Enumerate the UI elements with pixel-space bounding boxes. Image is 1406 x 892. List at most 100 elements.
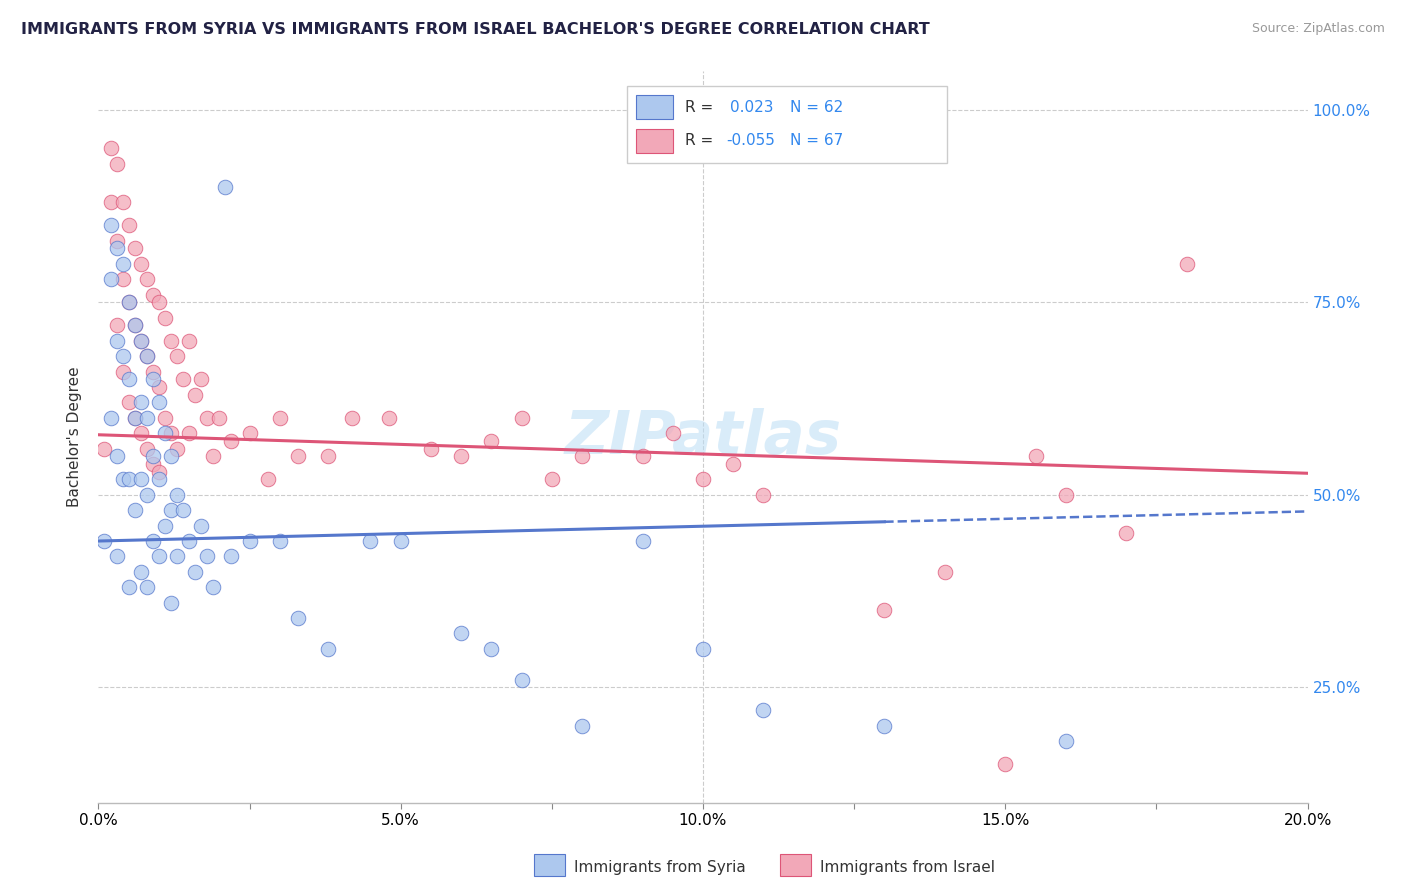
Point — [221, 549, 243, 564]
Point — [360, 534, 382, 549]
Point — [93, 442, 115, 456]
Point — [256, 472, 278, 486]
Point — [105, 157, 128, 171]
Point — [172, 503, 194, 517]
Point — [111, 472, 134, 486]
Point — [190, 518, 212, 533]
Point — [166, 349, 188, 363]
Point — [510, 673, 533, 687]
Point — [135, 349, 157, 363]
Point — [100, 410, 122, 425]
Point — [142, 457, 165, 471]
Point — [135, 580, 157, 594]
Point — [105, 450, 128, 464]
Point — [129, 472, 152, 486]
Point — [752, 703, 775, 717]
Point — [287, 611, 309, 625]
Point — [135, 488, 157, 502]
Point — [105, 242, 128, 256]
Y-axis label: Bachelor's Degree: Bachelor's Degree — [67, 367, 83, 508]
Point — [105, 549, 128, 564]
Text: N = 62: N = 62 — [790, 100, 844, 115]
Text: IMMIGRANTS FROM SYRIA VS IMMIGRANTS FROM ISRAEL BACHELOR'S DEGREE CORRELATION CH: IMMIGRANTS FROM SYRIA VS IMMIGRANTS FROM… — [21, 22, 929, 37]
Point — [166, 488, 188, 502]
Point — [692, 472, 714, 486]
Point — [269, 534, 291, 549]
Point — [166, 549, 188, 564]
Point — [1024, 450, 1046, 464]
Point — [118, 372, 141, 386]
Text: Immigrants from Syria: Immigrants from Syria — [574, 861, 745, 875]
Point — [153, 426, 176, 441]
Point — [190, 372, 212, 386]
Text: ZIPatlas: ZIPatlas — [564, 408, 842, 467]
Point — [129, 257, 152, 271]
Text: N = 67: N = 67 — [790, 133, 844, 148]
Point — [239, 534, 262, 549]
Point — [510, 410, 533, 425]
Point — [934, 565, 956, 579]
Point — [153, 410, 176, 425]
Text: -0.055: -0.055 — [725, 133, 775, 148]
FancyBboxPatch shape — [627, 86, 948, 163]
Point — [135, 349, 157, 363]
Point — [1054, 734, 1077, 748]
Point — [873, 603, 896, 617]
Point — [111, 272, 134, 286]
Point — [179, 426, 201, 441]
Point — [142, 365, 165, 379]
Point — [135, 272, 157, 286]
Point — [153, 310, 176, 325]
Point — [631, 450, 654, 464]
Point — [124, 410, 146, 425]
Point — [195, 410, 218, 425]
Point — [389, 534, 412, 549]
Point — [105, 234, 128, 248]
Point — [1054, 488, 1077, 502]
Point — [118, 219, 141, 233]
Point — [160, 450, 183, 464]
Point — [1175, 257, 1198, 271]
Point — [160, 426, 183, 441]
Point — [221, 434, 243, 448]
Text: Immigrants from Israel: Immigrants from Israel — [820, 861, 994, 875]
Point — [873, 719, 896, 733]
Point — [450, 450, 472, 464]
Point — [100, 272, 122, 286]
Point — [179, 534, 201, 549]
Point — [111, 195, 134, 210]
Point — [179, 334, 201, 348]
Point — [124, 410, 146, 425]
Point — [184, 388, 207, 402]
Point — [184, 565, 207, 579]
Point — [148, 295, 170, 310]
Point — [148, 380, 170, 394]
Point — [153, 518, 176, 533]
Point — [129, 395, 152, 409]
Point — [160, 503, 183, 517]
Point — [287, 450, 309, 464]
Point — [481, 434, 503, 448]
Point — [142, 372, 165, 386]
Point — [135, 410, 157, 425]
Point — [118, 472, 141, 486]
Point — [994, 757, 1017, 772]
Text: Source: ZipAtlas.com: Source: ZipAtlas.com — [1251, 22, 1385, 36]
Point — [160, 334, 183, 348]
Point — [142, 287, 165, 301]
Point — [148, 549, 170, 564]
Point — [111, 349, 134, 363]
Point — [723, 457, 745, 471]
Point — [450, 626, 472, 640]
Point — [105, 318, 128, 333]
Point — [111, 257, 134, 271]
Point — [100, 219, 122, 233]
Point — [1115, 526, 1137, 541]
Point — [752, 488, 775, 502]
Point — [129, 334, 152, 348]
Point — [661, 426, 683, 441]
Point — [129, 426, 152, 441]
Point — [316, 450, 339, 464]
Point — [202, 450, 225, 464]
Point — [142, 450, 165, 464]
